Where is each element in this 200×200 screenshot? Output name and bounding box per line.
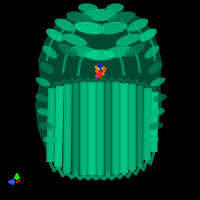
Circle shape bbox=[95, 66, 97, 68]
Ellipse shape bbox=[116, 34, 140, 46]
Ellipse shape bbox=[46, 29, 64, 41]
Ellipse shape bbox=[39, 122, 53, 130]
Ellipse shape bbox=[66, 12, 94, 24]
Ellipse shape bbox=[43, 45, 57, 59]
Circle shape bbox=[103, 70, 105, 72]
Ellipse shape bbox=[106, 3, 124, 13]
Circle shape bbox=[98, 74, 100, 76]
Circle shape bbox=[96, 75, 98, 77]
Ellipse shape bbox=[102, 46, 134, 58]
Ellipse shape bbox=[43, 136, 57, 144]
Ellipse shape bbox=[69, 46, 101, 58]
Ellipse shape bbox=[36, 77, 50, 87]
Ellipse shape bbox=[35, 94, 49, 102]
Ellipse shape bbox=[128, 19, 148, 31]
Polygon shape bbox=[35, 8, 162, 180]
Ellipse shape bbox=[78, 3, 98, 13]
Ellipse shape bbox=[97, 22, 127, 34]
Circle shape bbox=[97, 68, 99, 70]
Ellipse shape bbox=[74, 22, 106, 34]
Circle shape bbox=[101, 65, 103, 67]
Circle shape bbox=[99, 66, 101, 68]
Ellipse shape bbox=[149, 122, 163, 130]
Circle shape bbox=[97, 72, 99, 74]
Ellipse shape bbox=[83, 9, 118, 21]
Ellipse shape bbox=[148, 62, 162, 74]
Ellipse shape bbox=[55, 19, 75, 31]
Ellipse shape bbox=[125, 43, 145, 57]
Ellipse shape bbox=[58, 43, 78, 57]
Ellipse shape bbox=[145, 45, 159, 59]
Circle shape bbox=[102, 67, 104, 69]
Ellipse shape bbox=[85, 49, 115, 60]
Ellipse shape bbox=[145, 136, 159, 144]
Ellipse shape bbox=[151, 108, 165, 116]
Ellipse shape bbox=[151, 77, 165, 87]
Ellipse shape bbox=[153, 94, 167, 102]
Circle shape bbox=[102, 73, 104, 75]
Ellipse shape bbox=[37, 108, 51, 116]
Circle shape bbox=[100, 72, 102, 74]
Ellipse shape bbox=[40, 62, 54, 74]
Ellipse shape bbox=[139, 29, 157, 41]
Circle shape bbox=[99, 76, 101, 78]
Ellipse shape bbox=[108, 12, 136, 24]
Circle shape bbox=[99, 63, 101, 65]
Circle shape bbox=[96, 70, 98, 72]
Circle shape bbox=[104, 68, 106, 70]
Ellipse shape bbox=[63, 34, 87, 46]
